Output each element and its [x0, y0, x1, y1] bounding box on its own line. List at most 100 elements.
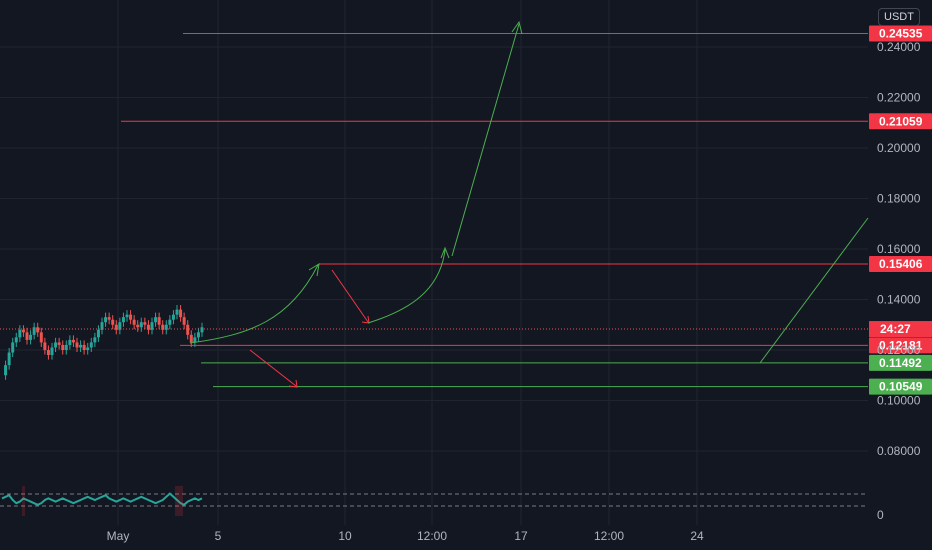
candle-body: [32, 327, 36, 335]
candle-body: [193, 337, 197, 343]
oscillator-signal-band: [22, 486, 25, 516]
time-tick-label: 5: [215, 529, 222, 543]
candle-body: [168, 319, 172, 325]
candle-body: [125, 314, 129, 318]
candle-body: [4, 365, 8, 376]
projection-small-drop-arrow: [249, 349, 297, 387]
candle-body: [54, 342, 58, 348]
price-tick-label: 0.24000: [877, 40, 921, 54]
axes: 0.24000 0.22000 0.20000 0.18000 0.16000 0.140…: [107, 40, 921, 543]
level-price-badge: [869, 25, 932, 42]
candle-body: [39, 332, 43, 343]
candle-body: [171, 314, 175, 320]
grid: [0, 0, 868, 525]
price-tick-label: 0.18000: [877, 192, 921, 206]
candle-body: [154, 317, 158, 323]
price-tick-label: 0.08000: [877, 444, 921, 458]
oscillator-line: [1, 492, 203, 506]
time-tick-label: 17: [514, 529, 528, 543]
currency-button[interactable]: USDT: [878, 8, 920, 26]
level-price-badge: [869, 255, 932, 272]
level-price-label: 0.10549: [879, 380, 923, 394]
price-tick-label: 0.12000: [877, 343, 921, 357]
candle-body: [61, 344, 65, 350]
price-tick-label: 0.14000: [877, 293, 921, 307]
price-series: [4, 305, 204, 380]
level-price-badge: [869, 337, 932, 354]
level-price-label: 0.11492: [879, 356, 922, 370]
projection-breakout-line: [451, 23, 520, 257]
candle-body: [25, 332, 29, 340]
candle-body: [118, 322, 122, 330]
price-tick-label: 0.10000: [877, 394, 921, 408]
countdown-badge: [869, 321, 932, 338]
time-tick-label: May: [107, 529, 130, 543]
candle-body: [150, 322, 154, 330]
candle-body: [161, 324, 165, 330]
current-price-line: 24:27: [0, 321, 932, 338]
trend-line: [759, 217, 869, 364]
level-price-label: 0.15406: [879, 257, 923, 271]
candle-body: [50, 347, 54, 356]
projection-curve-1: [189, 264, 319, 344]
candle-body: [100, 322, 104, 330]
candle-body: [89, 342, 93, 348]
candle-body: [179, 309, 183, 318]
candle-body: [7, 352, 11, 366]
projection-drop-arrow: [331, 269, 369, 323]
candle-body: [200, 327, 204, 333]
projection-curve-2: [367, 249, 446, 324]
projection-drawings: [189, 20, 869, 388]
candle-body: [164, 324, 168, 330]
level-price-label: 0.24535: [879, 26, 923, 40]
candle-body: [68, 339, 72, 345]
price-tick-label: 0.20000: [877, 141, 921, 155]
candle-body: [186, 324, 190, 335]
candle-body: [107, 317, 111, 320]
time-tick-label: 12:00: [594, 529, 624, 543]
level-price-badge: [869, 354, 932, 371]
candle-body: [157, 317, 161, 325]
projection-arrowhead-2: [440, 246, 450, 259]
candle-body: [43, 342, 47, 350]
candle-body: [79, 344, 83, 348]
candle-body: [143, 322, 147, 325]
candle-body: [132, 319, 136, 325]
candle-body: [189, 334, 193, 343]
candle-body: [11, 342, 15, 353]
candle-body: [139, 322, 143, 328]
candle-body: [93, 337, 97, 343]
candle-body: [175, 309, 179, 315]
horizontal-levels: 0.24535 0.21059 0.15406 0.12181 0.11492 0.105…: [121, 25, 932, 395]
candle-body: [21, 329, 25, 333]
candle-body: [196, 332, 200, 338]
projection-arrowhead-1: [308, 263, 320, 277]
countdown-label: 24:27: [880, 322, 911, 336]
candle-body: [18, 329, 22, 338]
candle-body: [136, 324, 140, 328]
candle-body: [129, 314, 133, 320]
time-tick-label: 12:00: [417, 529, 447, 543]
oscillator-signal-band: [175, 486, 183, 516]
level-price-badge: [869, 113, 932, 130]
candle-body: [71, 339, 75, 343]
projection-breakout-arrowhead: [511, 20, 523, 35]
level-price-label: 0.12181: [879, 338, 923, 352]
candle-body: [104, 317, 108, 323]
candle-body: [86, 347, 90, 350]
candle-body: [57, 342, 61, 345]
candle-body: [114, 324, 118, 330]
time-tick-label: 24: [690, 529, 704, 543]
candle-body: [29, 334, 33, 340]
candle-body: [146, 324, 150, 330]
level-price-badge: [869, 378, 932, 395]
candle-body: [96, 329, 100, 338]
candle-body: [111, 319, 115, 325]
oscillator-pane: [0, 486, 868, 516]
candle-body: [75, 342, 79, 348]
level-price-label: 0.21059: [879, 114, 923, 128]
candle-body: [121, 317, 125, 323]
